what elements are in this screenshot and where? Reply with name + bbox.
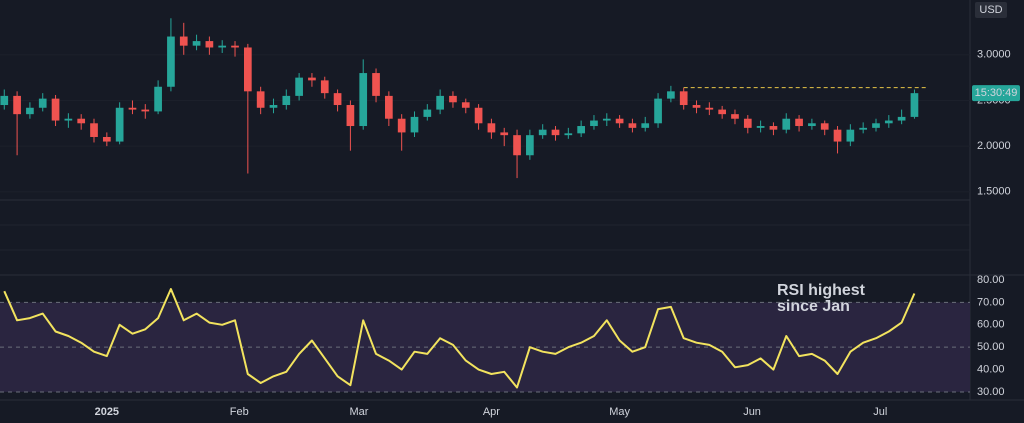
candle-body <box>205 41 214 48</box>
candle-body <box>51 98 60 121</box>
candle-body <box>192 41 201 46</box>
candle-body <box>128 107 137 110</box>
candle-body <box>551 129 560 136</box>
candle-body <box>179 36 188 46</box>
candle-body <box>243 47 252 92</box>
candle-body <box>846 129 855 142</box>
x-tick-label: May <box>609 406 630 418</box>
candle-body <box>26 107 34 115</box>
candle-body <box>308 77 316 81</box>
candle-body <box>538 129 547 136</box>
y-tick-label: 1.5000 <box>977 186 1011 198</box>
x-tick-label: Feb <box>230 406 249 418</box>
currency-box <box>975 2 1007 18</box>
candle-body <box>654 98 662 124</box>
y-tick-label: 70.00 <box>977 296 1005 308</box>
candle-body <box>64 118 73 121</box>
candle-body <box>897 116 906 121</box>
candle-body <box>218 45 227 48</box>
annotation: since Jan <box>777 298 850 315</box>
candle-body <box>295 77 303 96</box>
currency: USD <box>979 4 1002 16</box>
y-tick-label: 2.0000 <box>977 140 1011 152</box>
candle-body <box>743 118 752 128</box>
candle-body <box>615 118 624 124</box>
candle-body <box>769 126 778 130</box>
countdown: 15:30:49 <box>975 87 1018 99</box>
candle-body <box>90 123 98 137</box>
candle-body <box>0 95 9 106</box>
candle-body <box>102 136 111 142</box>
candle-body <box>346 105 355 127</box>
y-tick-label: 30.00 <box>977 386 1005 398</box>
candle-body <box>628 123 637 128</box>
candle-body <box>410 116 419 133</box>
candle-body <box>795 118 803 127</box>
candle-body <box>692 105 701 108</box>
candle-body <box>910 93 919 117</box>
candle-body <box>705 107 714 110</box>
candle-body <box>602 118 611 121</box>
candle-body <box>13 95 21 115</box>
candle-body <box>333 93 342 106</box>
x-tick-label: Jun <box>743 406 761 418</box>
candle-body <box>872 123 880 128</box>
candle-body <box>564 133 573 136</box>
y-tick-label: 3.0000 <box>977 49 1011 61</box>
candle-body <box>256 91 265 108</box>
rsi-line <box>3 288 916 389</box>
candle-body <box>833 129 842 142</box>
candle-body <box>859 127 868 130</box>
candle-body <box>423 109 432 117</box>
candle-body <box>372 73 380 96</box>
x-tick-label: Apr <box>483 406 500 418</box>
y-tick-label: 50.00 <box>977 341 1005 353</box>
candle-body <box>269 105 278 108</box>
candle-body <box>718 109 727 115</box>
countdown-box <box>972 85 1020 102</box>
candle-body <box>77 118 86 124</box>
candle-body <box>577 126 585 134</box>
candle-body <box>282 95 291 106</box>
candle-body <box>731 114 739 119</box>
candle-body <box>141 109 150 112</box>
candle-body <box>231 45 239 48</box>
candle-body <box>115 107 124 142</box>
x-tick-label: Jul <box>873 406 887 418</box>
candle-body <box>474 107 483 124</box>
candle-body <box>808 123 816 127</box>
x-tick-label: Mar <box>349 406 368 418</box>
candle-body <box>359 73 368 127</box>
candle-body <box>884 120 893 124</box>
candle-body <box>782 118 791 130</box>
candle-body <box>500 132 509 136</box>
candle-body <box>436 95 444 110</box>
y-tick-label: 60.00 <box>977 319 1005 331</box>
candle-body <box>641 123 650 128</box>
candle-body <box>513 135 521 156</box>
x-tick-label: 2025 <box>95 406 119 418</box>
candle-body <box>461 102 470 108</box>
candle-body <box>38 98 47 108</box>
y-tick-label: 40.00 <box>977 363 1005 375</box>
candle-body <box>449 95 457 103</box>
annotation: RSI highest <box>777 282 866 299</box>
candle-body <box>487 123 496 133</box>
candle-body <box>385 95 393 119</box>
candle-body <box>526 135 534 156</box>
candle-body <box>820 123 829 130</box>
candle-body <box>667 91 675 99</box>
y-tick-label: 80.00 <box>977 274 1005 286</box>
candle-body <box>756 126 765 128</box>
candle-body <box>167 36 175 87</box>
candle-body <box>154 86 162 112</box>
candle-body <box>397 118 406 133</box>
candle-body <box>679 91 688 106</box>
candle-body <box>590 120 598 127</box>
candle-body <box>320 80 329 94</box>
